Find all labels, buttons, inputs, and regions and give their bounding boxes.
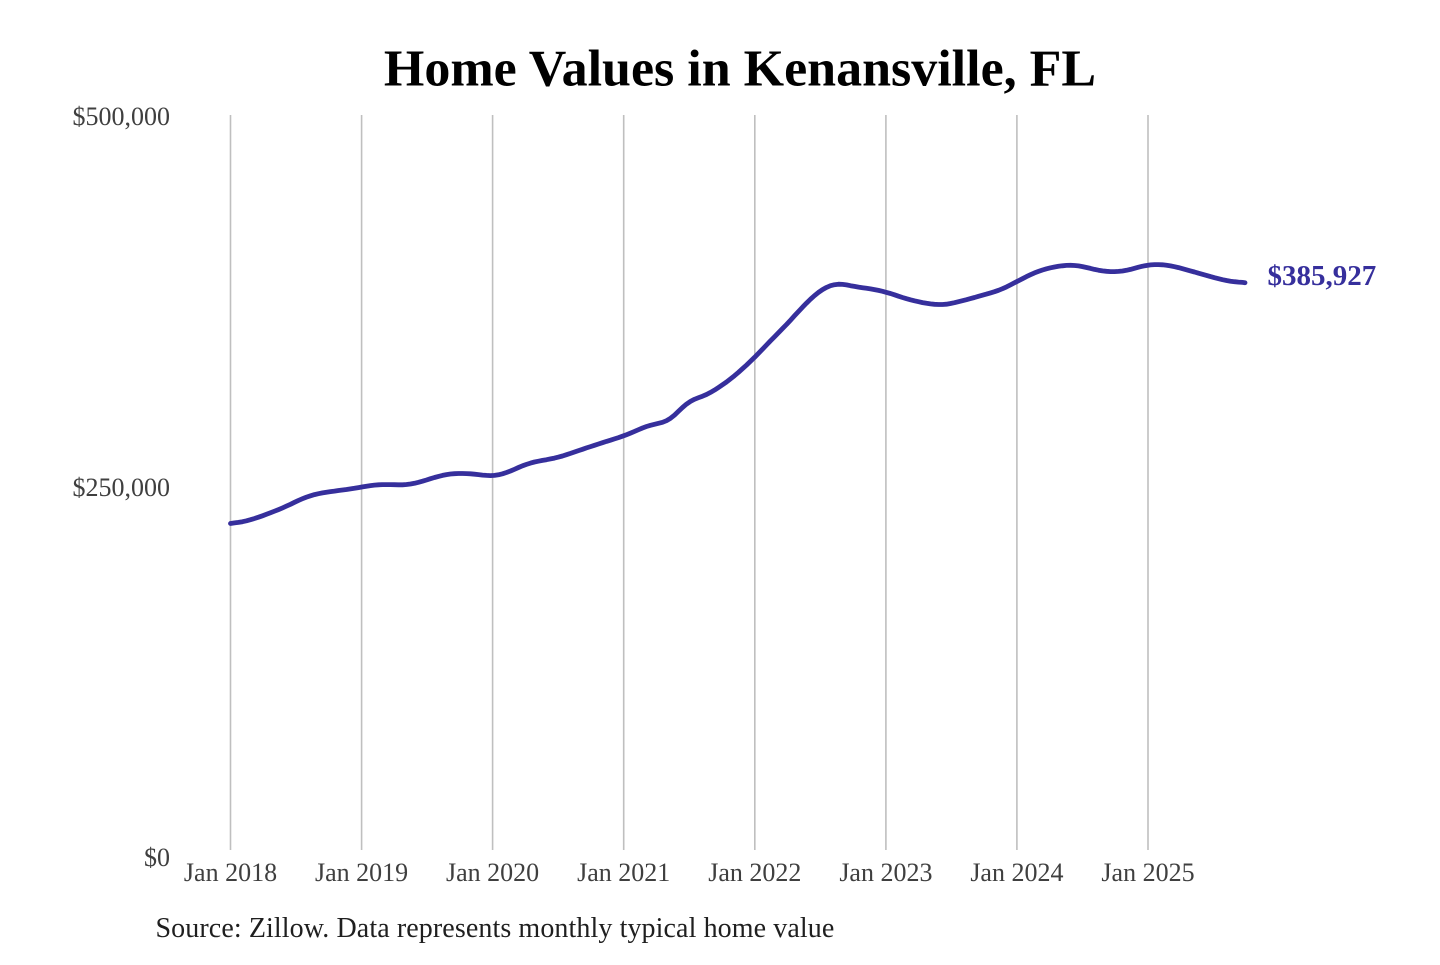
svg-text:Jan 2023: Jan 2023	[839, 858, 932, 887]
svg-text:Jan 2018: Jan 2018	[184, 858, 277, 887]
svg-text:Jan 2021: Jan 2021	[577, 858, 670, 887]
svg-text:Home Values in Kenansville, FL: Home Values in Kenansville, FL	[384, 41, 1096, 98]
svg-text:Jan 2024: Jan 2024	[970, 858, 1063, 887]
svg-text:$0: $0	[144, 843, 170, 872]
svg-text:$500,000: $500,000	[73, 102, 171, 131]
svg-text:Jan 2025: Jan 2025	[1101, 858, 1194, 887]
svg-text:$250,000: $250,000	[73, 473, 171, 502]
svg-text:Jan 2022: Jan 2022	[708, 858, 801, 887]
svg-text:$385,927: $385,927	[1268, 260, 1377, 292]
svg-text:Source: Zillow. Data represent: Source: Zillow. Data represents monthly …	[156, 913, 835, 944]
svg-text:Jan 2020: Jan 2020	[446, 858, 539, 887]
svg-text:Jan 2019: Jan 2019	[315, 858, 408, 887]
